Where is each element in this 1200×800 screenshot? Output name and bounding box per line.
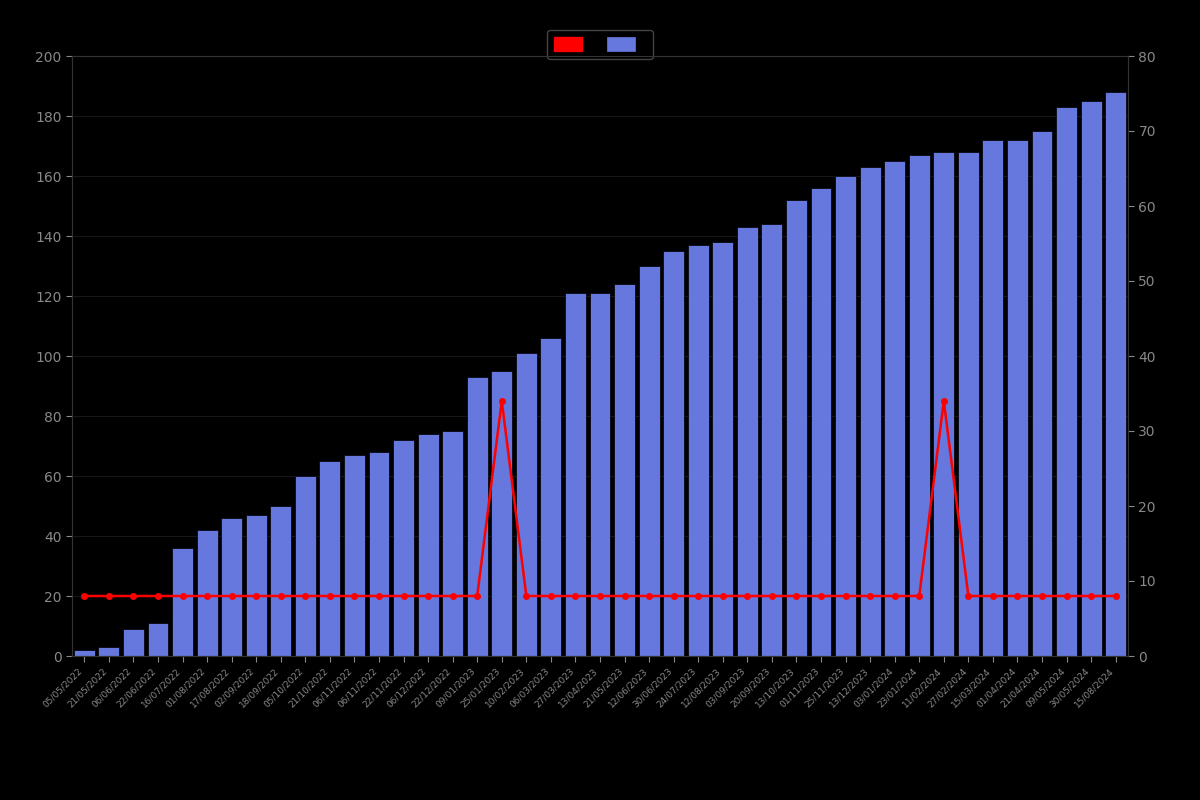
Bar [394,440,414,656]
Bar [589,293,611,656]
Bar [958,152,979,656]
Bar [859,167,881,656]
Bar [270,506,292,656]
Bar [148,623,168,656]
Bar [983,140,1003,656]
Bar [295,476,316,656]
Bar [614,284,635,656]
Bar [737,227,757,656]
Bar [835,176,856,656]
Bar [319,461,341,656]
Bar [172,548,193,656]
Bar [368,452,390,656]
Bar [540,338,562,656]
Bar [98,647,119,656]
Bar [246,515,266,656]
Bar [1032,131,1052,656]
Bar [467,377,487,656]
Bar [565,293,586,656]
Bar [908,155,930,656]
Bar [1081,101,1102,656]
Bar [1105,92,1126,656]
Bar [713,242,733,656]
Bar [934,152,954,656]
Bar [122,629,144,656]
Bar [664,251,684,656]
Bar [1056,107,1078,656]
Legend: , : , [547,30,653,58]
Bar [344,455,365,656]
Bar [786,200,806,656]
Bar [516,353,536,656]
Bar [418,434,438,656]
Bar [74,650,95,656]
Bar [197,530,217,656]
Bar [491,371,512,656]
Bar [221,518,242,656]
Bar [638,266,660,656]
Bar [810,188,832,656]
Bar [443,431,463,656]
Bar [884,161,905,656]
Bar [762,224,782,656]
Bar [688,245,709,656]
Bar [1007,140,1028,656]
